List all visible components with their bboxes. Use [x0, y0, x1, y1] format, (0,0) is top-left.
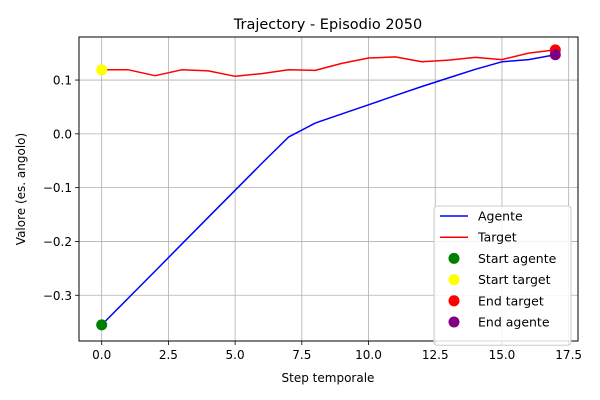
legend: Agente Target Start agente Start target End …	[433, 205, 572, 346]
x-tick-label: 17.5	[555, 348, 582, 362]
x-tick-label: 2.5	[159, 348, 178, 362]
point-start-target	[96, 64, 108, 76]
x-axis-title: Step temporale	[282, 371, 375, 385]
legend-label-target: Target	[477, 230, 517, 245]
x-tick-label: 12.5	[422, 348, 449, 362]
axes: 0.0 2.5 5.0 7.5 10.0 12.5 15.0 17.5 −0.3 −0.2 −0.1…	[43, 74, 582, 362]
point-end-agente	[549, 49, 561, 61]
legend-swatch-end-target	[448, 295, 460, 307]
legend-label-start-target: Start target	[478, 272, 551, 287]
y-tick-label: −0.1	[43, 181, 72, 195]
x-tick-label: 7.5	[292, 348, 311, 362]
x-tick-label: 5.0	[226, 348, 245, 362]
plot-frame	[78, 36, 579, 342]
y-tick-label: 0.0	[53, 127, 72, 141]
legend-label-start-agente: Start agente	[478, 251, 557, 266]
y-tick-label: −0.2	[43, 235, 72, 249]
y-tick-label: 0.1	[53, 74, 72, 88]
legend-box	[433, 205, 572, 346]
y-tick-label: −0.3	[43, 289, 72, 303]
legend-label-agente: Agente	[478, 209, 523, 224]
series-lines	[101, 49, 556, 326]
x-tick-label: 0.0	[92, 348, 111, 362]
legend-swatch-end-agente	[448, 316, 460, 328]
chart-title: Trajectory - Episodio 2050	[233, 17, 422, 33]
series-line-target	[101, 49, 556, 78]
legend-label-end-agente: End agente	[478, 315, 550, 330]
series-line-agente	[101, 54, 556, 326]
legend-swatch-start-agente	[448, 252, 460, 264]
y-axis-title: Valore (es. angolo)	[14, 133, 28, 245]
legend-label-end-target: End target	[478, 293, 544, 308]
point-start-agente	[96, 319, 108, 331]
x-tick-label: 15.0	[489, 348, 516, 362]
x-tick-label: 10.0	[355, 348, 382, 362]
marker-points	[96, 44, 561, 331]
legend-swatch-start-target	[448, 274, 460, 286]
